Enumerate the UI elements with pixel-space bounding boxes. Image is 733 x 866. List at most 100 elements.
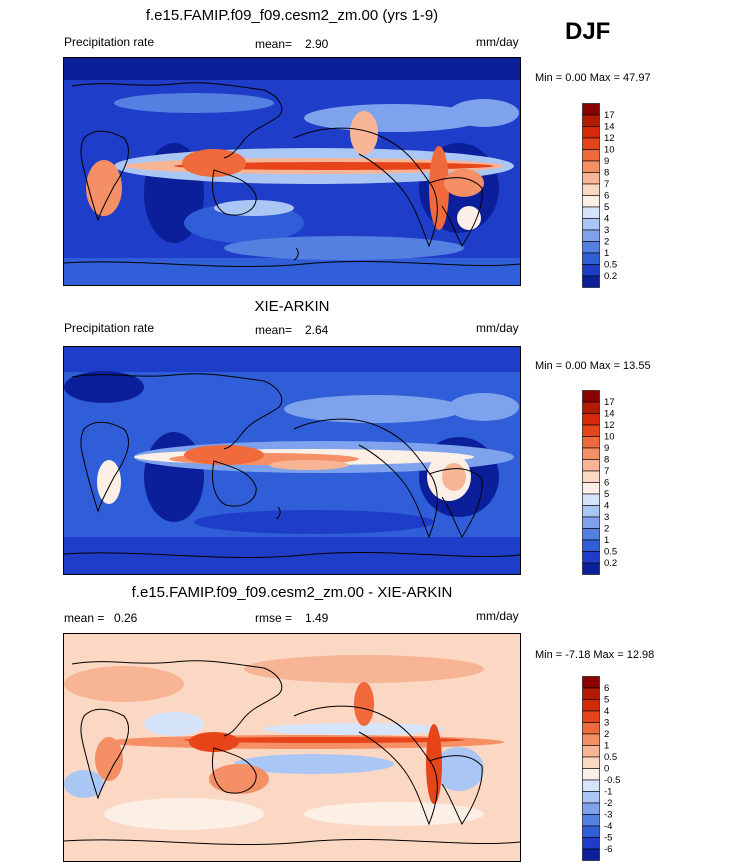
panel-1-minmax: Min = 0.00 Max = 47.97 (535, 72, 651, 84)
season-label: DJF (565, 18, 611, 45)
colorbar-swatch (582, 768, 600, 781)
colorbar-tick-label: 8 (604, 168, 609, 179)
colorbar-tick-label: 9 (604, 156, 609, 167)
colorbar-tick-label: 5 (604, 202, 609, 213)
colorbar-swatch (582, 528, 600, 541)
colorbar-swatch (582, 814, 600, 827)
colorbar-swatch (582, 390, 600, 403)
colorbar-tick-label: 14 (604, 409, 615, 420)
colorbar-swatch (582, 424, 600, 437)
colorbar-swatch (582, 137, 600, 150)
panel-2-colorbar: 17 14 12 10 9 8 7 6 5 4 3 2 1 0.5 0.2 (582, 390, 642, 576)
colorbar-swatch (582, 791, 600, 804)
panel-1-units: mm/day (476, 35, 519, 49)
colorbar-swatch (582, 401, 600, 414)
colorbar-swatch (582, 103, 600, 116)
colorbar-swatch (582, 229, 600, 242)
panel-1-variable-label: Precipitation rate (64, 35, 155, 49)
colorbar-tick-label: 6 (604, 683, 609, 694)
colorbar-tick-label: -0.5 (604, 775, 620, 786)
colorbar-swatch (582, 413, 600, 426)
panel-1-map (63, 57, 521, 286)
panel-2-mean-value: 2.64 (305, 323, 329, 337)
colorbar-tick-label: -2 (604, 798, 612, 809)
colorbar-tick-label: 17 (604, 110, 615, 121)
colorbar-tick-label: 8 (604, 455, 609, 466)
colorbar-tick-label: 5 (604, 489, 609, 500)
colorbar-swatch (582, 756, 600, 769)
panel-2-map-svg (64, 347, 520, 574)
panel-2-map (63, 346, 521, 575)
colorbar-tick-label: 6 (604, 478, 609, 489)
colorbar-tick-label: 17 (604, 397, 615, 408)
colorbar-swatch (582, 114, 600, 127)
colorbar-tick-label: 0.2 (604, 271, 617, 282)
panel-1-mean-value: 2.90 (305, 37, 329, 51)
panel-3-rmse-label: rmse = (255, 611, 293, 625)
colorbar-swatch (582, 447, 600, 460)
panel-1-map-svg (64, 58, 520, 285)
colorbar-tick-label: 0.5 (604, 260, 617, 271)
colorbar-tick-label: 4 (604, 214, 609, 225)
colorbar-tick-label: 2 (604, 237, 609, 248)
panel-2-variable-label: Precipitation rate (64, 321, 155, 335)
colorbar-tick-label: 3 (604, 718, 609, 729)
colorbar-tick-label: 9 (604, 443, 609, 454)
colorbar-tick-label: 10 (604, 432, 615, 443)
colorbar-tick-label: -6 (604, 844, 612, 855)
colorbar-tick-label: -4 (604, 821, 612, 832)
colorbar-tick-label: 10 (604, 145, 615, 156)
colorbar-swatch (582, 183, 600, 196)
colorbar-tick-label: 7 (604, 179, 609, 190)
colorbar-tick-label: -1 (604, 787, 612, 798)
colorbar-swatch (582, 779, 600, 792)
colorbar-tick-label: 1 (604, 535, 609, 546)
panel-1-title: f.e15.FAMIP.f09_f09.cesm2_zm.00 (yrs 1-9… (145, 7, 439, 24)
panel-3-map-svg (64, 634, 520, 861)
colorbar-swatch (582, 562, 600, 575)
colorbar-swatch (582, 218, 600, 231)
colorbar-swatch (582, 676, 600, 689)
colorbar-tick-label: 4 (604, 706, 609, 717)
colorbar-swatch (582, 516, 600, 529)
colorbar-tick-label: 1 (604, 741, 609, 752)
panel-3-colorbar: 6 5 4 3 2 1 0.5 0 -0.5 -1 -2 -3 -4 -5 -6 (582, 676, 642, 862)
colorbar-tick-label: 1 (604, 248, 609, 259)
colorbar-swatch (582, 149, 600, 162)
panel-2-mean-label: mean= (255, 323, 293, 337)
panel-2-units: mm/day (476, 321, 519, 335)
colorbar-swatch (582, 482, 600, 495)
panel-3-title: f.e15.FAMIP.f09_f09.cesm2_zm.00 - XIE-AR… (131, 584, 453, 601)
colorbar-tick-label: 4 (604, 501, 609, 512)
colorbar-swatch (582, 837, 600, 850)
colorbar-swatch (582, 436, 600, 449)
colorbar-swatch (582, 733, 600, 746)
colorbar-swatch (582, 275, 600, 288)
colorbar-tick-label: 0.2 (604, 558, 617, 569)
panel-3-units: mm/day (476, 609, 519, 623)
colorbar-swatch (582, 195, 600, 208)
colorbar-swatch (582, 172, 600, 185)
colorbar-swatch (582, 699, 600, 712)
colorbar-tick-label: 5 (604, 695, 609, 706)
panel-3-mean-value: 0.26 (114, 611, 138, 625)
colorbar-swatch (582, 241, 600, 254)
panel-2-title: XIE-ARKIN (254, 298, 330, 315)
colorbar-swatch (582, 687, 600, 700)
colorbar-swatch (582, 252, 600, 265)
colorbar-tick-label: 0.5 (604, 547, 617, 558)
colorbar-tick-label: 3 (604, 225, 609, 236)
colorbar-tick-label: 0 (604, 764, 609, 775)
panel-1-mean-label: mean= (255, 37, 293, 51)
colorbar-tick-label: 3 (604, 512, 609, 523)
colorbar-swatch (582, 459, 600, 472)
colorbar-tick-label: -5 (604, 833, 612, 844)
colorbar-swatch (582, 802, 600, 815)
panel-3-map (63, 633, 521, 862)
panel-3-minmax: Min = -7.18 Max = 12.98 (535, 649, 655, 661)
colorbar-swatch (582, 126, 600, 139)
colorbar-tick-label: 6 (604, 191, 609, 202)
